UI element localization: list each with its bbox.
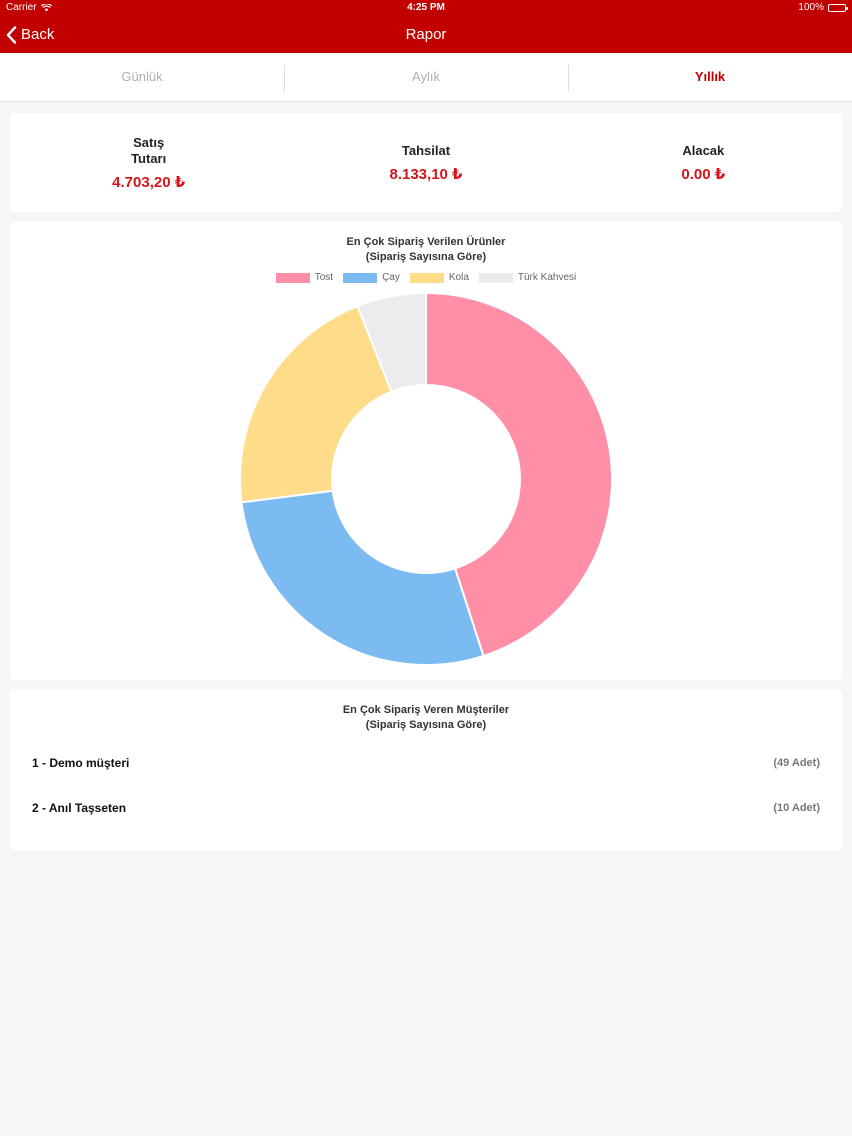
receivable-summary: Alacak 0.00 ₺ [565,113,842,212]
legend-swatch [478,272,513,283]
legend-label: Kola [448,272,469,283]
sales-value: 4.703,20 ₺ [112,173,186,191]
battery-percent: 100% [798,2,824,13]
chevron-left-icon [6,25,17,44]
legend-item[interactable]: Türk Kahvesi [478,272,577,283]
tab-monthly[interactable]: Aylık [284,53,568,101]
top-products-card: En Çok Sipariş Verilen Ürünler (Sipariş … [10,222,842,680]
top-customers-card: En Çok Sipariş Veren Müşteriler (Sipariş… [10,690,842,850]
status-bar: Carrier 4:25 PM 100% [0,0,852,16]
customers-title-line1: En Çok Sipariş Veren Müşteriler [342,704,510,716]
summary-card: Satış Tutarı 4.703,20 ₺ Tahsilat 8.133,1… [10,113,842,212]
battery-indicator: 100% [798,2,848,13]
customers-title: En Çok Sipariş Veren Müşteriler (Sipariş… [10,703,842,733]
legend-swatch [343,272,378,283]
receivable-value: 0.00 ₺ [681,165,726,183]
donut-slice-çay[interactable] [240,489,485,666]
customer-name: 2 - Anıl Taşseten [32,801,127,815]
status-time: 4:25 PM [407,2,445,13]
legend-label: Tost [314,272,334,283]
legend-swatch [275,272,310,283]
carrier-indicator: Carrier [6,2,52,13]
legend-label: Türk Kahvesi [517,272,577,283]
back-label: Back [21,26,55,43]
legend-item[interactable]: Çay [343,272,400,283]
receivable-label: Alacak [682,142,725,158]
collection-summary: Tahsilat 8.133,10 ₺ [287,113,564,212]
navigation-bar: Back Rapor [0,16,852,53]
legend-item[interactable]: Tost [275,272,334,283]
donut-chart [239,291,613,666]
customer-order-count: (10 Adet) [773,802,820,814]
tab-yearly[interactable]: Yıllık [568,53,852,101]
chart-title-line1: En Çok Sipariş Verilen Ürünler [346,236,506,248]
sales-label: Satış Tutarı [131,134,167,166]
donut-slice-kola[interactable] [239,304,393,504]
back-button[interactable]: Back [6,16,54,53]
customers-title-line2: (Sipariş Sayısına Göre) [365,719,487,731]
donut-slice-tost[interactable] [425,291,613,658]
donut-slice-türk-kahvesi[interactable] [356,291,427,393]
sales-summary: Satış Tutarı 4.703,20 ₺ [10,113,287,212]
carrier-label: Carrier [6,2,37,13]
chart-legend: Tost Çay Kola Türk Kahvesi [10,272,842,283]
collection-value: 8.133,10 ₺ [389,165,463,183]
wifi-icon [40,3,52,11]
legend-label: Çay [382,272,400,283]
chart-title: En Çok Sipariş Verilen Ürünler (Sipariş … [10,235,842,265]
chart-title-line2: (Sipariş Sayısına Göre) [365,251,487,263]
collection-label: Tahsilat [401,142,451,158]
legend-swatch [409,272,444,283]
customer-order-count: (49 Adet) [773,757,820,769]
customer-row[interactable]: 1 - Demo müşteri (49 Adet) [32,753,820,773]
page-title: Rapor [405,26,447,43]
period-tabs: Günlük Aylık Yıllık [0,53,852,102]
legend-item[interactable]: Kola [409,272,469,283]
tab-daily[interactable]: Günlük [121,69,163,84]
battery-icon [828,3,848,12]
customer-name: 1 - Demo müşteri [32,756,130,770]
customer-row[interactable]: 2 - Anıl Taşseten (10 Adet) [32,798,820,818]
